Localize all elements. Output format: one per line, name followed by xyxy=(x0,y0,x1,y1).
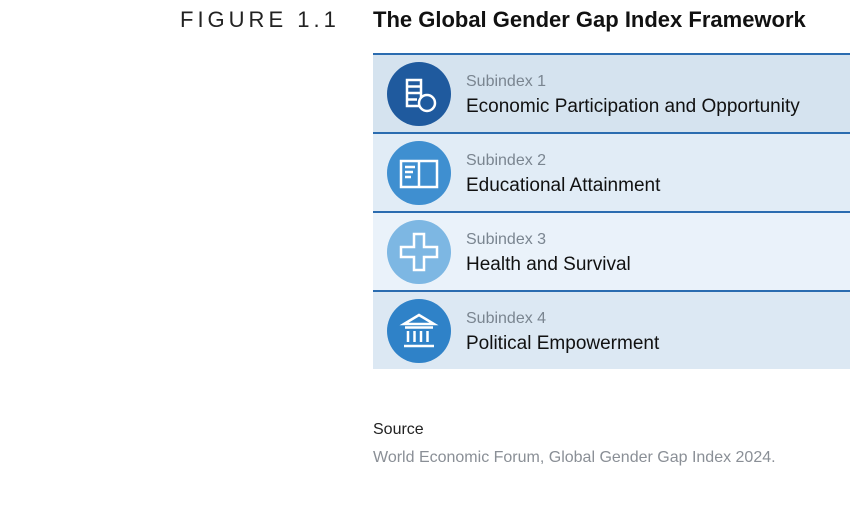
subindex-row-health: Subindex 3 Health and Survival xyxy=(373,211,850,290)
subindex-name: Health and Survival xyxy=(466,254,631,275)
subindex-row-economic: Subindex 1 Economic Participation and Op… xyxy=(373,53,850,132)
framework-diagram: Subindex 1 Economic Participation and Op… xyxy=(373,53,850,369)
subindex-label: Subindex 2 xyxy=(466,152,547,169)
subindex-label: Subindex 3 xyxy=(466,231,547,248)
figure-title: The Global Gender Gap Index Framework xyxy=(373,7,806,32)
subindex-name: Educational Attainment xyxy=(466,175,661,196)
institution-icon xyxy=(387,299,451,363)
subindex-row-political: Subindex 4 Political Empowerment xyxy=(373,290,850,369)
subindex-name: Political Empowerment xyxy=(466,333,660,354)
subindex-name: Economic Participation and Opportunity xyxy=(466,96,800,117)
subindex-label: Subindex 1 xyxy=(466,73,547,90)
source-heading: Source xyxy=(373,421,424,438)
cross-icon xyxy=(387,220,451,284)
figure-label: FIGURE 1.1 xyxy=(180,7,340,32)
economic-icon xyxy=(387,62,451,126)
subindex-label: Subindex 4 xyxy=(466,310,547,327)
subindex-row-education: Subindex 2 Educational Attainment xyxy=(373,132,850,211)
source-text: World Economic Forum, Global Gender Gap … xyxy=(373,449,776,466)
book-icon xyxy=(387,141,451,205)
